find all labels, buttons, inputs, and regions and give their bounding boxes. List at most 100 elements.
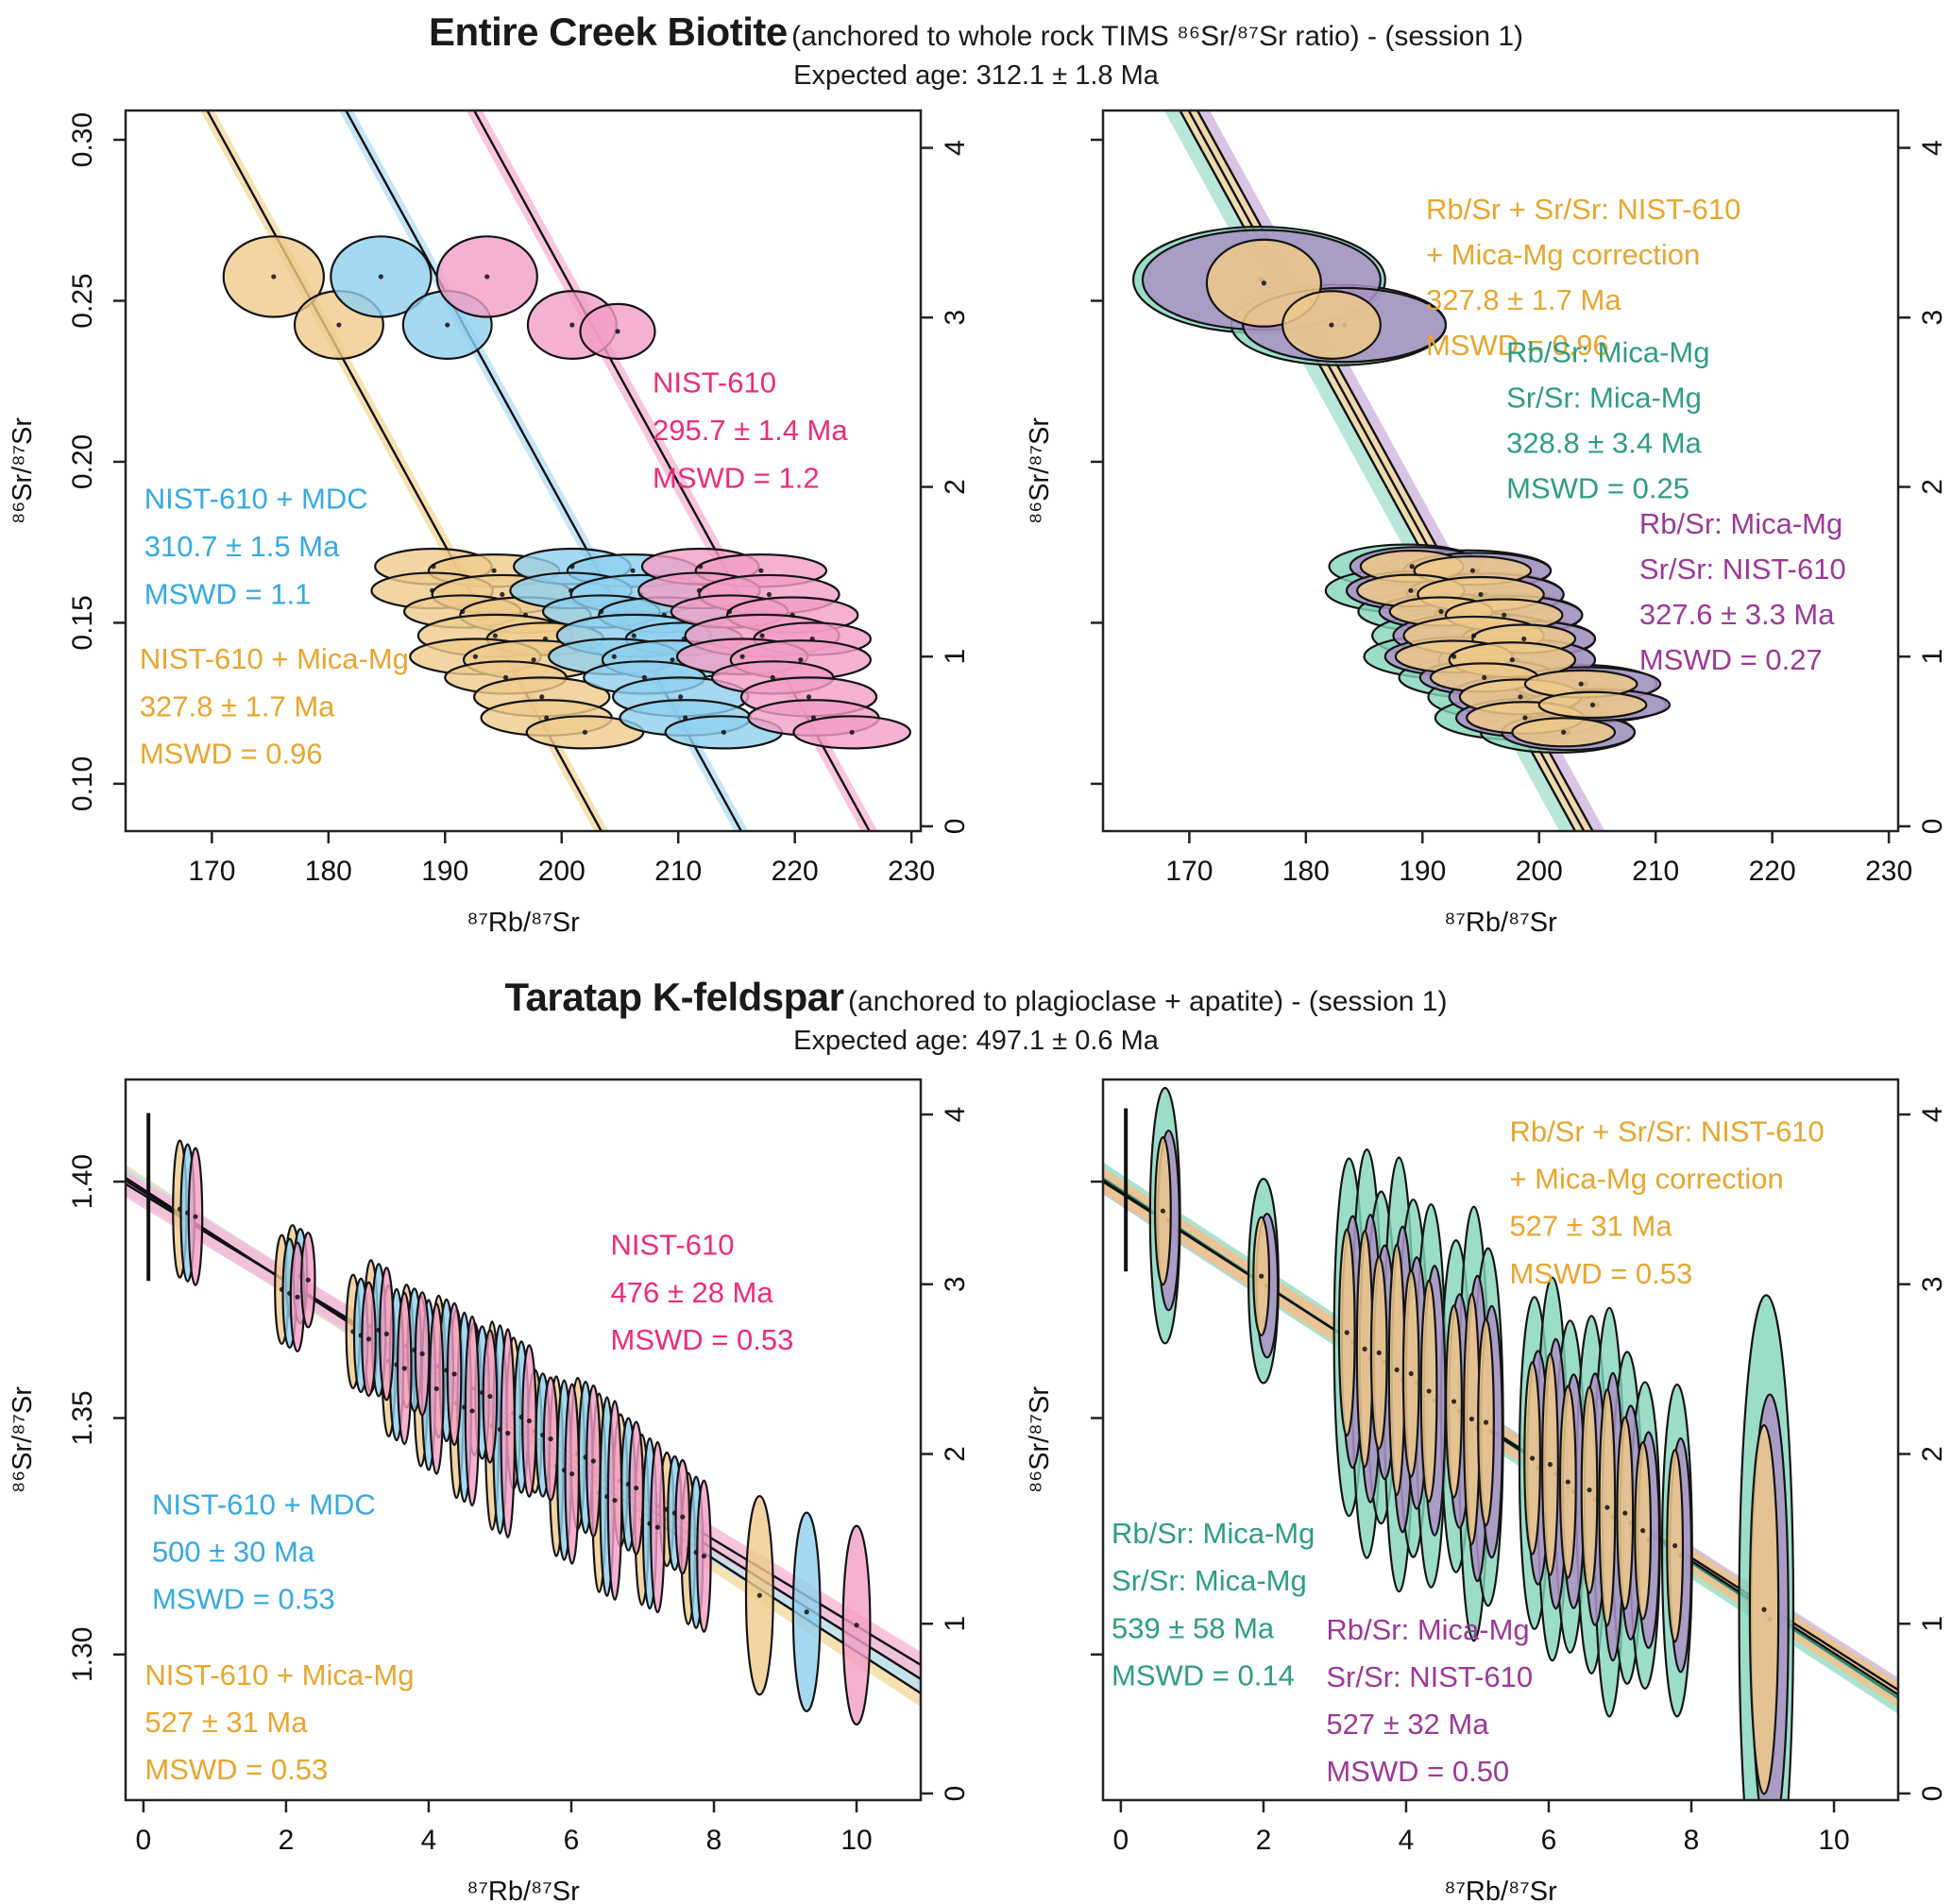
x-tick-label: 2 xyxy=(279,1825,295,1856)
x-tick-label: 0 xyxy=(1113,1825,1129,1856)
y-axis-label: ⁸⁶Sr/⁸⁷Sr xyxy=(8,417,38,524)
y-tick-label: 0.15 xyxy=(67,595,98,650)
x-axis-label: ⁸⁷Rb/⁸⁷Sr xyxy=(1444,1877,1557,1904)
data-point-dot xyxy=(789,612,795,618)
data-point-dot xyxy=(1261,280,1266,286)
data-point-dot xyxy=(770,674,775,680)
x-tick-label: 230 xyxy=(1865,856,1912,887)
data-point-dot xyxy=(505,1430,511,1436)
plot-area-biotite-left xyxy=(200,110,911,831)
legend-line: Rb/Sr: Mica-Mg xyxy=(1506,335,1709,368)
data-point-dot xyxy=(615,329,620,334)
right-tick-label: 0 xyxy=(1917,1786,1948,1802)
x-tick-label: 210 xyxy=(1632,856,1679,887)
legend-line: 527 ± 31 Ma xyxy=(1509,1210,1672,1243)
legend-line: Sr/Sr: Mica-Mg xyxy=(1112,1564,1307,1597)
x-axis-label: ⁸⁷Rb/⁸⁷Sr xyxy=(467,908,580,938)
legend-line: NIST-610 + MDC xyxy=(144,482,368,515)
right-tick-label: 2 xyxy=(1917,479,1948,495)
x-tick-label: 8 xyxy=(706,1825,722,1856)
legend-line: MSWD = 0.53 xyxy=(144,1753,328,1786)
data-point-dot xyxy=(544,715,550,721)
legend-line: 527 ± 31 Ma xyxy=(144,1706,308,1739)
legend-line: 527 ± 32 Ma xyxy=(1326,1708,1489,1741)
data-point-dot xyxy=(1672,1543,1678,1549)
legend-line: 327.8 ± 1.7 Ma xyxy=(1426,283,1621,316)
series-nist-610 xyxy=(187,1147,872,1726)
legend-line: NIST-610 + Mica-Mg xyxy=(140,642,409,675)
data-point-dot xyxy=(721,729,726,735)
data-point-dot xyxy=(806,694,812,700)
series-rb-sr-sr-sr-nist-610-mica-mg-correction xyxy=(1154,1135,1780,1795)
section-title-kfeldspar: Taratap K-feldspar (anchored to plagiocl… xyxy=(0,975,1952,1020)
data-point-dot xyxy=(680,1514,686,1520)
data-point-dot xyxy=(445,322,450,328)
x-tick-label: 4 xyxy=(421,1825,437,1856)
data-point-dot xyxy=(678,694,684,700)
legend-line: Rb/Sr: Mica-Mg xyxy=(1112,1517,1315,1550)
right-tick-label: 1 xyxy=(940,649,971,665)
legend-line: MSWD = 0.96 xyxy=(1426,329,1609,362)
data-point-dot xyxy=(1622,1510,1628,1516)
legend-line: 539 ± 58 Ma xyxy=(1112,1611,1275,1644)
section-subtitle-kfeldspar: Expected age: 497.1 ± 0.6 Ma xyxy=(793,1026,1159,1056)
x-tick-label: 230 xyxy=(888,856,935,887)
data-point-dot xyxy=(569,564,575,570)
section-subtitle-biotite: Expected age: 312.1 ± 1.8 Ma xyxy=(793,60,1159,91)
data-point-dot xyxy=(1547,1461,1553,1468)
right-tick-label: 2 xyxy=(940,1446,971,1462)
data-point-dot xyxy=(500,591,505,598)
data-point-dot xyxy=(1259,1273,1265,1279)
data-point-dot xyxy=(472,654,478,659)
y-axis-label: ⁸⁶Sr/⁸⁷Sr xyxy=(8,1386,38,1493)
x-tick-label: 200 xyxy=(538,856,586,887)
legend-line: NIST-610 xyxy=(611,1229,735,1262)
data-point-dot xyxy=(1509,657,1515,663)
x-tick-label: 2 xyxy=(1256,1825,1272,1856)
data-point-dot xyxy=(683,715,688,721)
data-point-dot xyxy=(759,633,765,638)
x-tick-label: 4 xyxy=(1399,1825,1415,1856)
right-tick-label: 4 xyxy=(1917,1107,1948,1123)
x-tick-label: 170 xyxy=(188,856,235,887)
data-point-dot xyxy=(1451,654,1457,659)
y-tick-label: 0.25 xyxy=(67,273,98,328)
data-point-dot xyxy=(599,608,604,615)
x-tick-label: 8 xyxy=(1684,1825,1700,1856)
x-tick-label: 0 xyxy=(136,1825,152,1856)
data-point-dot xyxy=(1521,636,1527,642)
data-point-dot xyxy=(1362,1346,1367,1352)
data-point-dot xyxy=(1589,702,1596,707)
legend-line: Sr/Sr: Mica-Mg xyxy=(1506,381,1702,414)
plot-area-kfeldspar-right xyxy=(1103,1086,1898,1800)
panel-border-kfeldspar-right xyxy=(1101,1078,1900,1802)
x-tick-label: 10 xyxy=(1818,1825,1849,1856)
data-point-dot xyxy=(804,1609,809,1615)
legend-line: 500 ± 30 Ma xyxy=(152,1536,315,1569)
x-tick-label: 210 xyxy=(654,856,702,887)
data-point-dot xyxy=(631,633,637,638)
data-point-dot xyxy=(582,729,588,735)
right-tick-label: 1 xyxy=(1917,1616,1948,1632)
plot-area-biotite-right xyxy=(1131,110,1672,831)
legend-line: Rb/Sr + Sr/Sr: NIST-610 xyxy=(1509,1115,1824,1148)
data-point-dot xyxy=(590,1458,596,1464)
data-point-dot xyxy=(492,633,498,638)
data-point-dot xyxy=(1518,694,1523,700)
right-tick-label: 0 xyxy=(940,1786,971,1802)
data-point-dot xyxy=(1482,674,1487,680)
data-point-dot xyxy=(451,1371,457,1377)
data-point-dot xyxy=(1483,1420,1489,1425)
data-point-dot xyxy=(305,1277,311,1283)
data-point-dot xyxy=(1565,1479,1570,1485)
panel-border-biotite-right xyxy=(1101,109,1900,833)
legend-line: MSWD = 1.1 xyxy=(144,577,312,610)
data-point-dot xyxy=(542,636,549,642)
data-point-dot xyxy=(641,674,647,680)
legend-line: 310.7 ± 1.5 Ma xyxy=(144,530,340,563)
panel-border-biotite-left xyxy=(124,109,923,833)
data-point-dot xyxy=(378,274,383,280)
data-point-dot xyxy=(654,1524,660,1530)
legend-line: MSWD = 1.2 xyxy=(653,462,820,495)
y-axis-label: ⁸⁶Sr/⁸⁷Sr xyxy=(1025,1386,1055,1493)
